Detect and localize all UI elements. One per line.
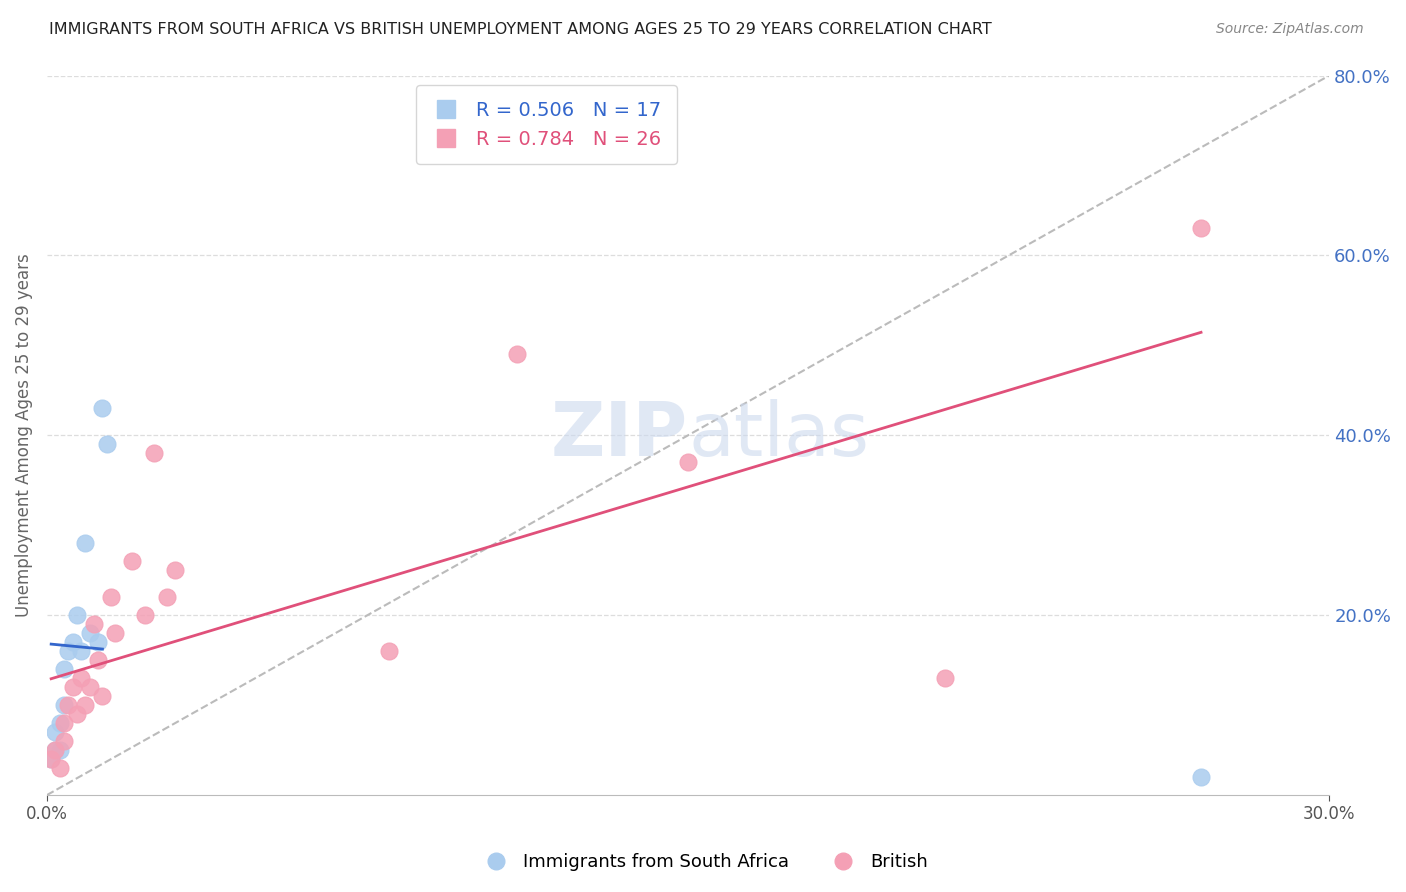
Point — [48, 743, 70, 757]
Point — [75, 698, 97, 712]
Point — [44, 743, 66, 757]
Point — [100, 590, 122, 604]
Point — [87, 635, 110, 649]
Point — [1189, 770, 1212, 784]
Text: IMMIGRANTS FROM SOUTH AFRICA VS BRITISH UNEMPLOYMENT AMONG AGES 25 TO 29 YEARS C: IMMIGRANTS FROM SOUTH AFRICA VS BRITISH … — [49, 22, 993, 37]
Point — [79, 680, 101, 694]
Point — [75, 536, 97, 550]
Point — [934, 671, 956, 685]
Text: Source: ZipAtlas.com: Source: ZipAtlas.com — [1216, 22, 1364, 37]
Point — [53, 662, 76, 676]
Point — [1189, 221, 1212, 235]
Point — [70, 671, 93, 685]
Point — [378, 644, 401, 658]
Point — [104, 626, 127, 640]
Point — [44, 743, 66, 757]
Point — [48, 716, 70, 731]
Text: ZIP: ZIP — [551, 399, 688, 472]
Legend: Immigrants from South Africa, British: Immigrants from South Africa, British — [471, 847, 935, 879]
Point — [48, 761, 70, 775]
Point — [121, 554, 143, 568]
Point — [44, 725, 66, 739]
Point — [96, 437, 118, 451]
Point — [39, 752, 62, 766]
Point — [66, 608, 89, 623]
Point — [676, 455, 699, 469]
Point — [58, 644, 80, 658]
Point — [70, 644, 93, 658]
Point — [53, 716, 76, 731]
Legend: R = 0.506   N = 17, R = 0.784   N = 26: R = 0.506 N = 17, R = 0.784 N = 26 — [416, 86, 676, 164]
Point — [62, 635, 84, 649]
Point — [91, 401, 114, 416]
Point — [58, 698, 80, 712]
Point — [134, 608, 156, 623]
Point — [87, 653, 110, 667]
Y-axis label: Unemployment Among Ages 25 to 29 years: Unemployment Among Ages 25 to 29 years — [15, 253, 32, 617]
Point — [83, 617, 105, 632]
Point — [155, 590, 177, 604]
Text: atlas: atlas — [688, 399, 869, 472]
Point — [79, 626, 101, 640]
Point — [53, 698, 76, 712]
Point — [165, 563, 187, 577]
Point — [39, 752, 62, 766]
Point — [62, 680, 84, 694]
Point — [53, 734, 76, 748]
Point — [506, 347, 529, 361]
Point — [91, 689, 114, 703]
Point — [142, 446, 165, 460]
Point — [66, 707, 89, 722]
